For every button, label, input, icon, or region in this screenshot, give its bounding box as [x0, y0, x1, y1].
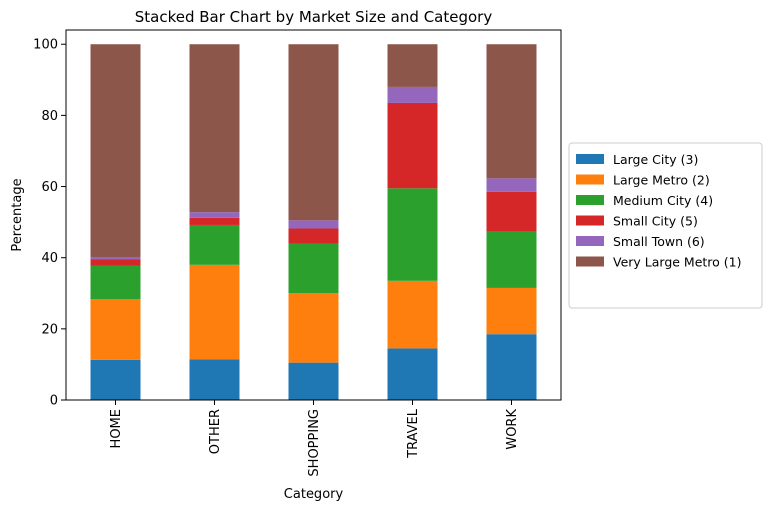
- legend-items: Large City (3) Large Metro (2) Medium City…: [576, 152, 742, 270]
- bar-segment-home-series-6: [90, 44, 141, 257]
- bar-segment-work-series-5: [486, 178, 537, 192]
- bar-segment-home-series-4: [90, 259, 141, 266]
- bar-segment-travel-series-6: [387, 44, 438, 87]
- bar-segment-other-series-4: [189, 217, 240, 225]
- bar-segment-shopping-series-6: [288, 44, 339, 221]
- y-tick-label: 100: [33, 38, 58, 53]
- legend-frame: [568, 142, 763, 309]
- bar-segment-home-series-2: [90, 299, 141, 360]
- legend-label-series-5: Small Town (6): [613, 234, 705, 249]
- legend-label-series-3: Medium City (4): [613, 193, 713, 208]
- bar-segment-shopping-series-5: [288, 220, 339, 229]
- bar-segment-shopping-series-3: [288, 243, 339, 294]
- bar-segment-home-series-1: [90, 359, 141, 400]
- legend-label-series-1: Large City (3): [613, 152, 698, 167]
- y-tick-label: 0: [50, 394, 58, 409]
- x-axis-title: Category: [284, 487, 344, 502]
- legend-swatch-series-1: [576, 154, 604, 164]
- y-axis: 0 20 40 60 80 100: [33, 38, 66, 409]
- bar-segment-work-series-1: [486, 334, 537, 400]
- legend-swatch-series-3: [576, 195, 604, 205]
- bar-segment-travel-series-5: [387, 86, 438, 103]
- x-tick-label-travel: TRAVEL: [406, 408, 421, 459]
- legend-swatch-series-5: [576, 236, 604, 246]
- x-tick-label-other: OTHER: [208, 409, 223, 454]
- bar-segment-work-series-4: [486, 191, 537, 232]
- y-tick-label: 60: [41, 180, 58, 195]
- bar-segment-shopping-series-4: [288, 228, 339, 244]
- bar-segment-work-series-2: [486, 287, 537, 335]
- bar-segment-other-series-6: [189, 44, 240, 213]
- bar-segment-shopping-series-2: [288, 293, 339, 363]
- y-tick-label: 40: [41, 251, 58, 266]
- legend-label-series-4: Small City (5): [613, 214, 698, 229]
- chart-title: Stacked Bar Chart by Market Size and Cat…: [135, 8, 493, 26]
- y-tick-label: 80: [41, 109, 58, 124]
- bar-segment-travel-series-4: [387, 102, 438, 189]
- x-tick-label-shopping: SHOPPING: [307, 409, 322, 477]
- bar-segment-other-series-5: [189, 212, 240, 218]
- legend-label-series-6: Very Large Metro (1): [613, 255, 742, 270]
- legend-swatch-series-6: [576, 256, 604, 267]
- bar-segment-other-series-1: [189, 359, 240, 400]
- bar-segment-work-series-3: [486, 231, 537, 288]
- y-tick-label: 20: [41, 322, 58, 337]
- bar-segment-other-series-3: [189, 224, 240, 265]
- bar-segment-home-series-5: [90, 256, 141, 260]
- x-tick-label-work: WORK: [505, 409, 520, 450]
- bar-segment-work-series-6: [486, 44, 537, 179]
- bar-segment-travel-series-2: [387, 280, 438, 349]
- x-tick-label-home: HOME: [109, 409, 124, 448]
- bar-segment-shopping-series-1: [288, 362, 339, 400]
- legend: Large City (3) Large Metro (2) Medium City…: [568, 142, 763, 309]
- legend-swatch-series-2: [576, 174, 604, 185]
- bar-segment-travel-series-1: [387, 348, 438, 400]
- bar-segment-home-series-3: [90, 265, 141, 300]
- x-axis: HOME OTHER SHOPPING TRAVEL WORK: [109, 400, 520, 477]
- bar-segment-other-series-2: [189, 264, 240, 360]
- bar-segment-travel-series-3: [387, 188, 438, 281]
- bars-layer: [90, 44, 537, 400]
- y-axis-title: Percentage: [10, 178, 25, 251]
- legend-swatch-series-4: [576, 215, 604, 226]
- legend-label-series-2: Large Metro (2): [613, 173, 710, 188]
